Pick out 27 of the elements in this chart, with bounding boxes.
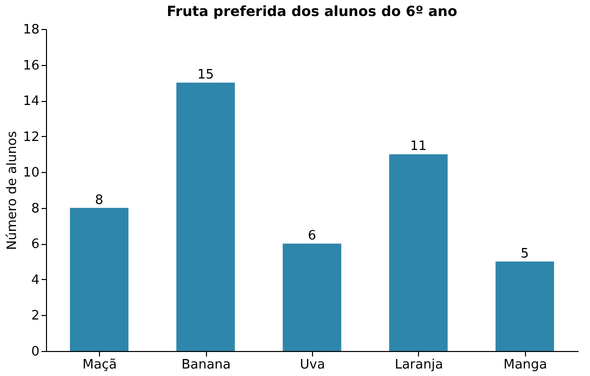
y-tick-label: 2 [31,308,40,324]
bar [389,154,448,351]
y-tick-label: 4 [31,272,40,288]
x-tick-label: Banana [181,358,231,372]
bar [282,244,342,351]
y-tick-label: 14 [22,94,40,110]
y-tick-label: 18 [22,22,40,38]
bar [176,82,235,351]
data-label: 6 [308,228,316,244]
chart-title: Fruta preferida dos alunos do 6º ano [166,4,458,20]
x-tick-label: Maçã [82,358,117,372]
y-tick-label: 16 [22,58,40,74]
y-tick-label: 6 [31,237,40,252]
x-tick-label: Uva [300,358,326,372]
bar [496,262,554,351]
data-label: 11 [410,139,427,154]
y-tick-label: 0 [31,344,40,360]
data-label: 15 [197,68,214,83]
x-tick-label: Laranja [394,358,444,372]
y-tick-label: 8 [31,201,40,216]
y-tick-label: 10 [22,166,40,181]
x-tick-label: Manga [503,358,548,372]
data-label: 5 [520,246,529,262]
bar [70,208,128,351]
data-label: 8 [95,192,104,208]
y-tick-label: 12 [22,130,40,145]
y-axis-title: Número de alunos [4,130,20,250]
